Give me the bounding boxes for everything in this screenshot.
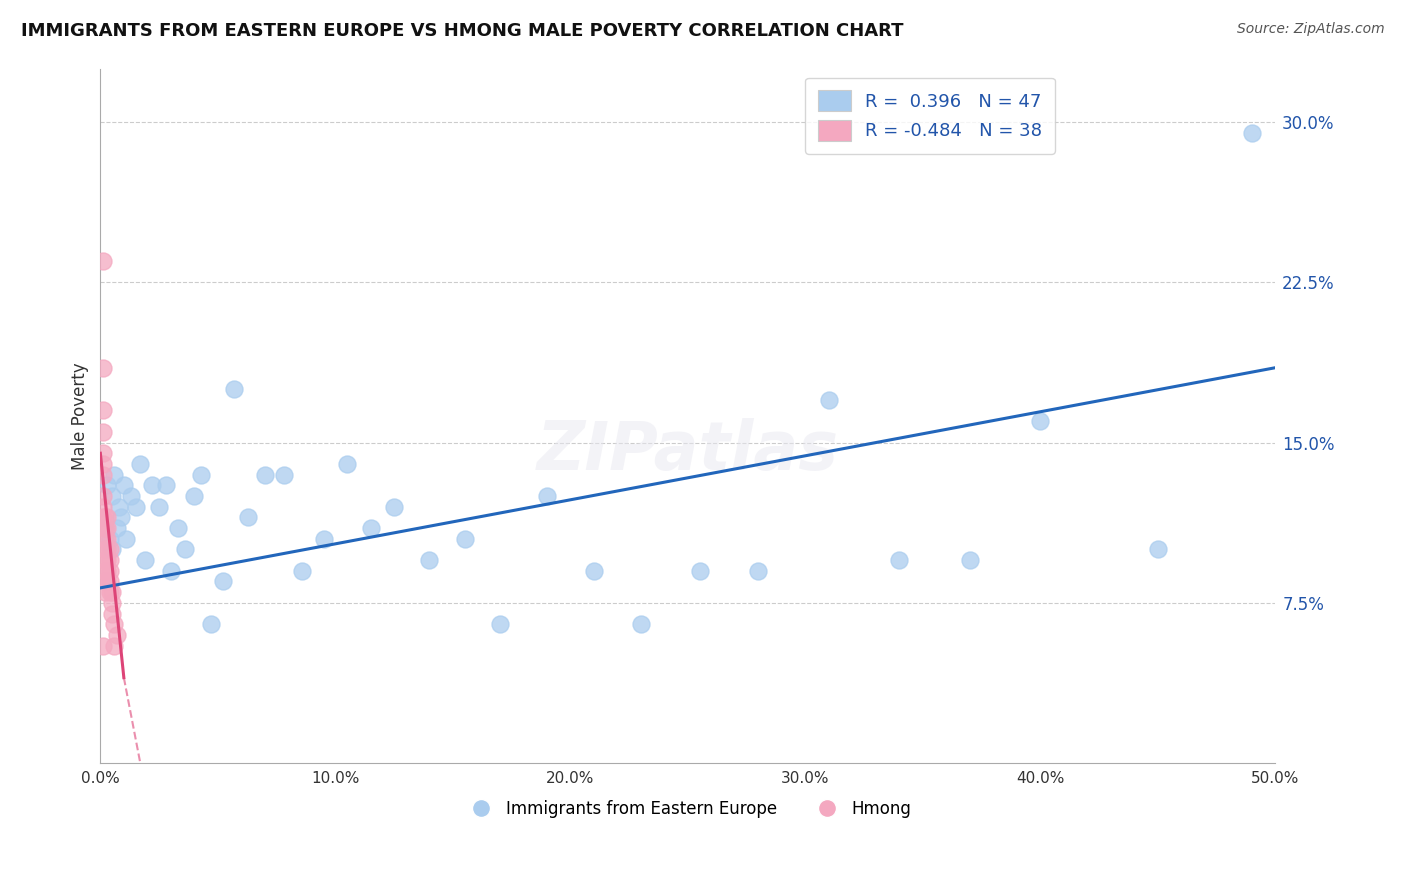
Point xyxy=(91,446,114,460)
Point xyxy=(98,574,121,589)
Point xyxy=(94,510,117,524)
Point xyxy=(141,478,163,492)
Point xyxy=(101,596,124,610)
Point xyxy=(94,521,117,535)
Point xyxy=(134,553,156,567)
Point xyxy=(1146,542,1168,557)
Point xyxy=(148,500,170,514)
Point xyxy=(96,521,118,535)
Point xyxy=(101,489,124,503)
Point xyxy=(98,542,121,557)
Point xyxy=(91,639,114,653)
Point xyxy=(273,467,295,482)
Point xyxy=(91,403,114,417)
Point xyxy=(291,564,314,578)
Point xyxy=(103,639,125,653)
Point xyxy=(101,607,124,621)
Point xyxy=(96,564,118,578)
Point xyxy=(889,553,911,567)
Point xyxy=(91,457,114,471)
Legend: Immigrants from Eastern Europe, Hmong: Immigrants from Eastern Europe, Hmong xyxy=(457,793,918,824)
Point xyxy=(1240,126,1263,140)
Text: IMMIGRANTS FROM EASTERN EUROPE VS HMONG MALE POVERTY CORRELATION CHART: IMMIGRANTS FROM EASTERN EUROPE VS HMONG … xyxy=(21,22,904,40)
Point xyxy=(382,500,405,514)
Point xyxy=(105,521,128,535)
Point xyxy=(120,489,142,503)
Point xyxy=(418,553,440,567)
Point xyxy=(94,564,117,578)
Point xyxy=(336,457,359,471)
Point xyxy=(1029,414,1052,428)
Point xyxy=(190,467,212,482)
Point xyxy=(96,532,118,546)
Point xyxy=(96,510,118,524)
Point xyxy=(94,553,117,567)
Text: ZIPatlas: ZIPatlas xyxy=(537,417,839,483)
Point xyxy=(167,521,190,535)
Point xyxy=(91,253,114,268)
Point xyxy=(98,553,121,567)
Point xyxy=(96,553,118,567)
Point xyxy=(224,382,246,396)
Point xyxy=(200,617,222,632)
Point xyxy=(94,542,117,557)
Point xyxy=(238,510,260,524)
Point xyxy=(112,478,135,492)
Point xyxy=(817,392,839,407)
Point xyxy=(96,542,118,557)
Point xyxy=(98,532,121,546)
Point xyxy=(96,478,118,492)
Point xyxy=(155,478,177,492)
Point xyxy=(96,574,118,589)
Point xyxy=(747,564,769,578)
Point xyxy=(174,542,197,557)
Point xyxy=(91,360,114,375)
Point xyxy=(253,467,276,482)
Point xyxy=(211,574,233,589)
Point xyxy=(183,489,205,503)
Point xyxy=(959,553,981,567)
Point xyxy=(536,489,558,503)
Text: Source: ZipAtlas.com: Source: ZipAtlas.com xyxy=(1237,22,1385,37)
Point xyxy=(108,500,131,514)
Point xyxy=(98,585,121,599)
Point xyxy=(115,532,138,546)
Point xyxy=(124,500,146,514)
Point xyxy=(101,585,124,599)
Point xyxy=(160,564,183,578)
Point xyxy=(110,510,132,524)
Point xyxy=(94,585,117,599)
Point xyxy=(630,617,652,632)
Point xyxy=(94,521,117,535)
Point xyxy=(94,574,117,589)
Y-axis label: Male Poverty: Male Poverty xyxy=(72,362,89,469)
Point xyxy=(91,489,114,503)
Point xyxy=(488,617,510,632)
Point xyxy=(101,542,124,557)
Point xyxy=(129,457,152,471)
Point xyxy=(103,467,125,482)
Point xyxy=(689,564,711,578)
Point xyxy=(91,467,114,482)
Point xyxy=(360,521,382,535)
Point xyxy=(105,628,128,642)
Point xyxy=(103,617,125,632)
Point xyxy=(94,532,117,546)
Point xyxy=(582,564,605,578)
Point xyxy=(91,500,114,514)
Point xyxy=(453,532,475,546)
Point xyxy=(91,425,114,439)
Point xyxy=(312,532,335,546)
Point xyxy=(98,564,121,578)
Point xyxy=(91,510,114,524)
